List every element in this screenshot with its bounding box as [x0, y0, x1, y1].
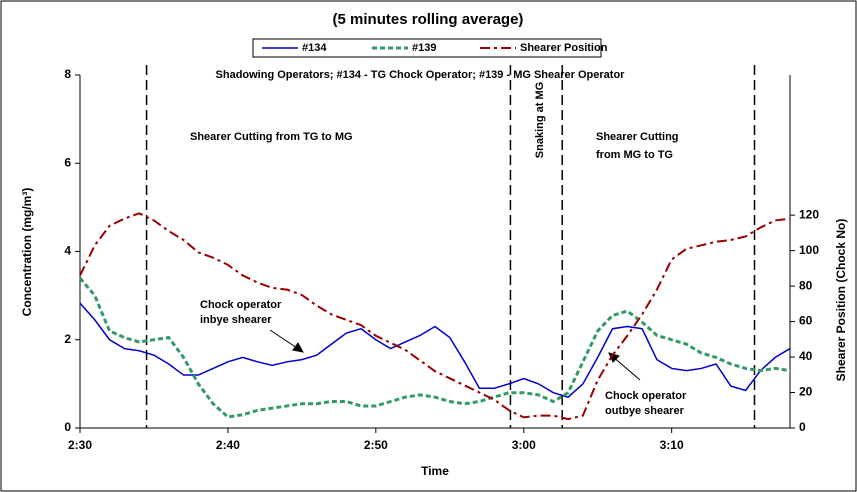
series-line: [79, 302, 791, 398]
annotation: Shearer Cutting from TG to MG: [190, 131, 353, 143]
x-axis-label: Time: [421, 464, 449, 478]
annotation: inbye shearer: [200, 314, 272, 326]
annotation: Snaking at MG: [534, 82, 546, 158]
annotation: from MG to TG: [596, 149, 673, 161]
legend-label: Shearer Position: [520, 42, 608, 54]
annotation: Chock operator: [200, 299, 282, 311]
x-tick-label: 3:10: [660, 438, 684, 452]
y2-tick-label: 60: [799, 314, 813, 328]
y-tick-label: 0: [64, 420, 71, 434]
y-tick-label: 6: [64, 155, 71, 169]
legend-label: #139: [412, 42, 436, 54]
x-tick-label: 2:40: [216, 438, 240, 452]
x-tick-label: 3:00: [512, 438, 536, 452]
annotation: Chock operator: [605, 390, 687, 402]
series-line: [78, 277, 791, 419]
y-tick-label: 2: [64, 332, 71, 346]
y2-tick-label: 0: [799, 420, 806, 434]
chart-title: (5 minutes rolling average): [333, 11, 524, 28]
annotation: Shadowing Operators; #134 - TG Chock Ope…: [216, 69, 626, 81]
y-tick-label: 8: [64, 67, 71, 81]
legend-box: [252, 38, 602, 58]
arrow: [611, 355, 641, 381]
y2-tick-label: 40: [799, 349, 813, 363]
y2-tick-label: 100: [799, 243, 819, 257]
series-line: [79, 212, 791, 421]
arrow-head: [292, 342, 304, 353]
annotation: outbye shearer: [605, 405, 685, 417]
x-tick-label: 2:50: [364, 438, 388, 452]
y2-tick-label: 20: [799, 385, 813, 399]
legend-label: #134: [302, 42, 327, 54]
y2-tick-label: 80: [799, 278, 813, 292]
y-axis-label: Concentration (mg/m³): [20, 188, 34, 317]
y2-axis-label: Shearer Position (Chock No): [834, 219, 848, 382]
y-tick-label: 4: [64, 244, 71, 258]
annotation: Shearer Cutting: [596, 131, 679, 143]
x-tick-label: 2:30: [68, 438, 92, 452]
y2-tick-label: 120: [799, 207, 819, 221]
